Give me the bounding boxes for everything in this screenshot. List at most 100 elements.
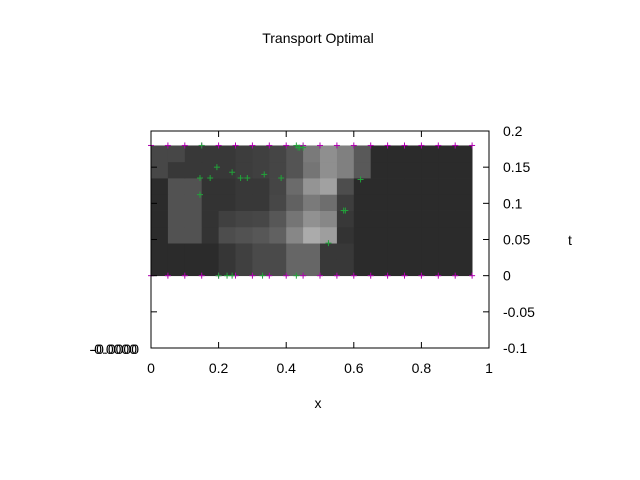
x-tick-label: 0.2 xyxy=(209,360,229,376)
heatmap-cell xyxy=(286,210,304,228)
magenta-marker xyxy=(164,272,171,279)
heatmap-cell xyxy=(320,178,338,195)
green-marker xyxy=(207,175,214,182)
heatmap-cell xyxy=(252,161,270,179)
heatmap-cell xyxy=(421,145,439,163)
green-marker xyxy=(198,142,205,149)
heatmap-cell xyxy=(235,243,253,260)
heatmap-cell xyxy=(370,178,388,195)
heatmap-cell xyxy=(455,259,473,277)
heatmap-cell xyxy=(184,194,203,211)
heatmap-cell xyxy=(167,178,186,195)
heatmap-cell xyxy=(421,161,439,179)
heatmap-cell xyxy=(235,194,253,211)
heatmap-cell xyxy=(336,226,355,244)
heatmap-cell xyxy=(404,194,422,211)
heatmap-cell xyxy=(286,194,304,211)
heatmap-cell xyxy=(286,259,304,277)
heatmap-cell xyxy=(151,161,169,179)
y-tick-label: 0.15 xyxy=(503,159,530,175)
heatmap-cell xyxy=(387,194,405,211)
heatmap-cell xyxy=(370,210,388,228)
y-tick-label: 0 xyxy=(503,268,511,284)
green-marker xyxy=(293,142,300,149)
heatmap-cell xyxy=(218,259,236,277)
magenta-marker xyxy=(249,272,256,279)
magenta-marker xyxy=(435,272,442,279)
heatmap-cells xyxy=(151,145,473,277)
heatmap-cell xyxy=(235,226,253,244)
magenta-marker xyxy=(367,142,374,149)
heatmap-cell xyxy=(269,194,287,211)
heatmap-cell xyxy=(252,145,270,163)
heatmap-cell xyxy=(404,161,422,179)
heatmap-cell xyxy=(353,226,372,244)
heatmap-cell xyxy=(336,178,355,195)
heatmap-cell xyxy=(336,145,355,163)
heatmap-cell xyxy=(184,178,203,195)
heatmap-cell xyxy=(336,194,355,211)
heatmap-cell xyxy=(404,178,422,195)
heatmap-cell xyxy=(455,178,473,195)
heatmap-cell xyxy=(269,243,287,260)
data-markers xyxy=(148,142,476,279)
heatmap-cell xyxy=(387,145,405,163)
magenta-marker xyxy=(317,142,323,149)
heatmap-cell xyxy=(404,145,422,163)
heatmap-cell xyxy=(438,210,456,228)
heatmap-cell xyxy=(252,178,270,195)
heatmap-cell xyxy=(421,243,439,260)
heatmap-cell xyxy=(370,145,388,163)
heatmap-cell xyxy=(151,259,169,277)
green-marker xyxy=(261,171,268,178)
x-axis: 0 0.2 0.4 0.6 0.8 1 xyxy=(147,131,493,376)
heatmap-cell xyxy=(252,194,270,211)
x-axis-label: x xyxy=(315,395,322,411)
heatmap-cell xyxy=(353,210,372,228)
y-axis: -0.1 -0.05 0 0.05 0.1 0.15 0.2 xyxy=(151,123,535,356)
heatmap-cell xyxy=(438,226,456,244)
heatmap-cell xyxy=(151,178,169,195)
x-tick-label: 0.6 xyxy=(344,360,364,376)
heatmap-cell xyxy=(201,210,219,228)
heatmap-cell xyxy=(218,210,236,228)
heatmap-cell xyxy=(218,194,236,211)
heatmap-cell xyxy=(269,226,287,244)
heatmap-cell xyxy=(353,178,372,195)
magenta-marker xyxy=(333,142,340,149)
green-marker xyxy=(300,144,307,151)
heatmap-cell xyxy=(353,259,372,277)
heatmap-cell xyxy=(286,145,304,163)
y-axis-label: t xyxy=(568,232,572,248)
heatmap-cell xyxy=(438,178,456,195)
heatmap-cell xyxy=(151,194,169,211)
magenta-marker xyxy=(350,142,357,149)
colorbar-label: -0.0000 xyxy=(92,341,140,357)
heatmap-cell xyxy=(303,226,321,244)
magenta-marker xyxy=(266,142,273,149)
heatmap-cell xyxy=(387,210,405,228)
magenta-marker xyxy=(418,272,425,279)
magenta-marker xyxy=(469,272,476,279)
heatmap-cell xyxy=(455,161,473,179)
y-tick-label: 0.2 xyxy=(503,123,523,139)
heatmap-cell xyxy=(151,243,169,260)
green-marker xyxy=(325,240,332,247)
green-marker xyxy=(357,176,364,183)
heatmap-cell xyxy=(218,178,236,195)
heatmap-cell xyxy=(455,226,473,244)
magenta-marker xyxy=(435,142,442,149)
heatmap-cell xyxy=(218,145,236,163)
heatmap-cell xyxy=(370,226,388,244)
heatmap-cell xyxy=(438,161,456,179)
heatmap-cell xyxy=(269,178,287,195)
heatmap-cell xyxy=(404,243,422,260)
green-marker xyxy=(278,175,285,182)
x-tick-label: 0.4 xyxy=(276,360,296,376)
magenta-marker xyxy=(249,142,256,149)
heatmap-cell xyxy=(353,243,372,260)
green-marker xyxy=(259,272,266,279)
heatmap-cell xyxy=(320,226,338,244)
green-marker xyxy=(213,164,220,171)
